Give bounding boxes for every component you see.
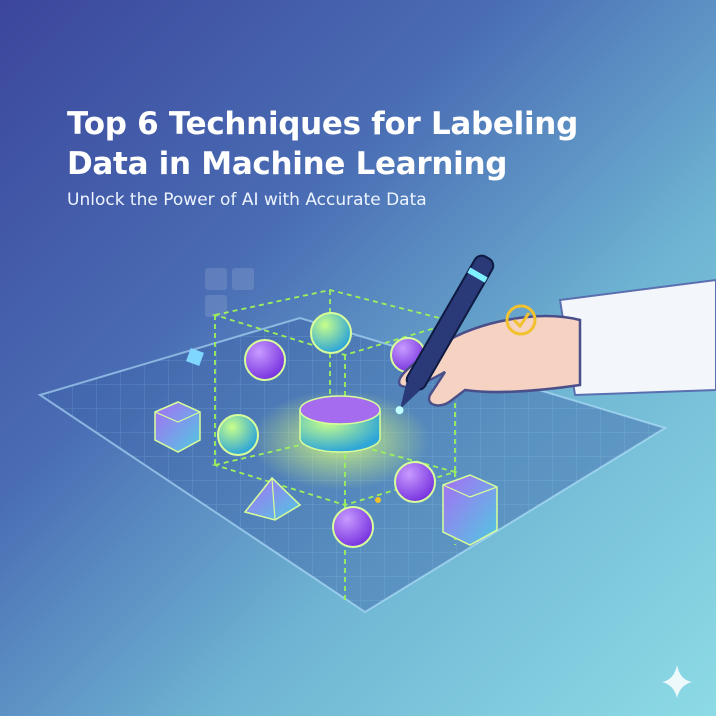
title-line-2: Data in Machine Learning [67, 146, 508, 182]
cylinder [299, 395, 381, 453]
poster-subtitle: Unlock the Power of AI with Accurate Dat… [67, 190, 427, 210]
hand-with-stylus [395, 254, 716, 415]
sphere [394, 461, 436, 503]
sphere [310, 312, 352, 354]
poster-title: Top 6 Techniques for Labeling Data in Ma… [67, 104, 578, 184]
pyramid [243, 476, 302, 521]
sparkle-icon [662, 665, 692, 698]
faint-squares [205, 268, 254, 317]
sphere [244, 339, 286, 381]
title-line-1: Top 6 Techniques for Labeling [67, 106, 578, 142]
sphere [217, 414, 259, 456]
check-circle-icon [505, 304, 537, 336]
spark [375, 497, 381, 503]
sphere [332, 506, 374, 548]
cube-right [442, 474, 498, 546]
cube-left [154, 401, 201, 453]
small-cube [186, 348, 204, 366]
